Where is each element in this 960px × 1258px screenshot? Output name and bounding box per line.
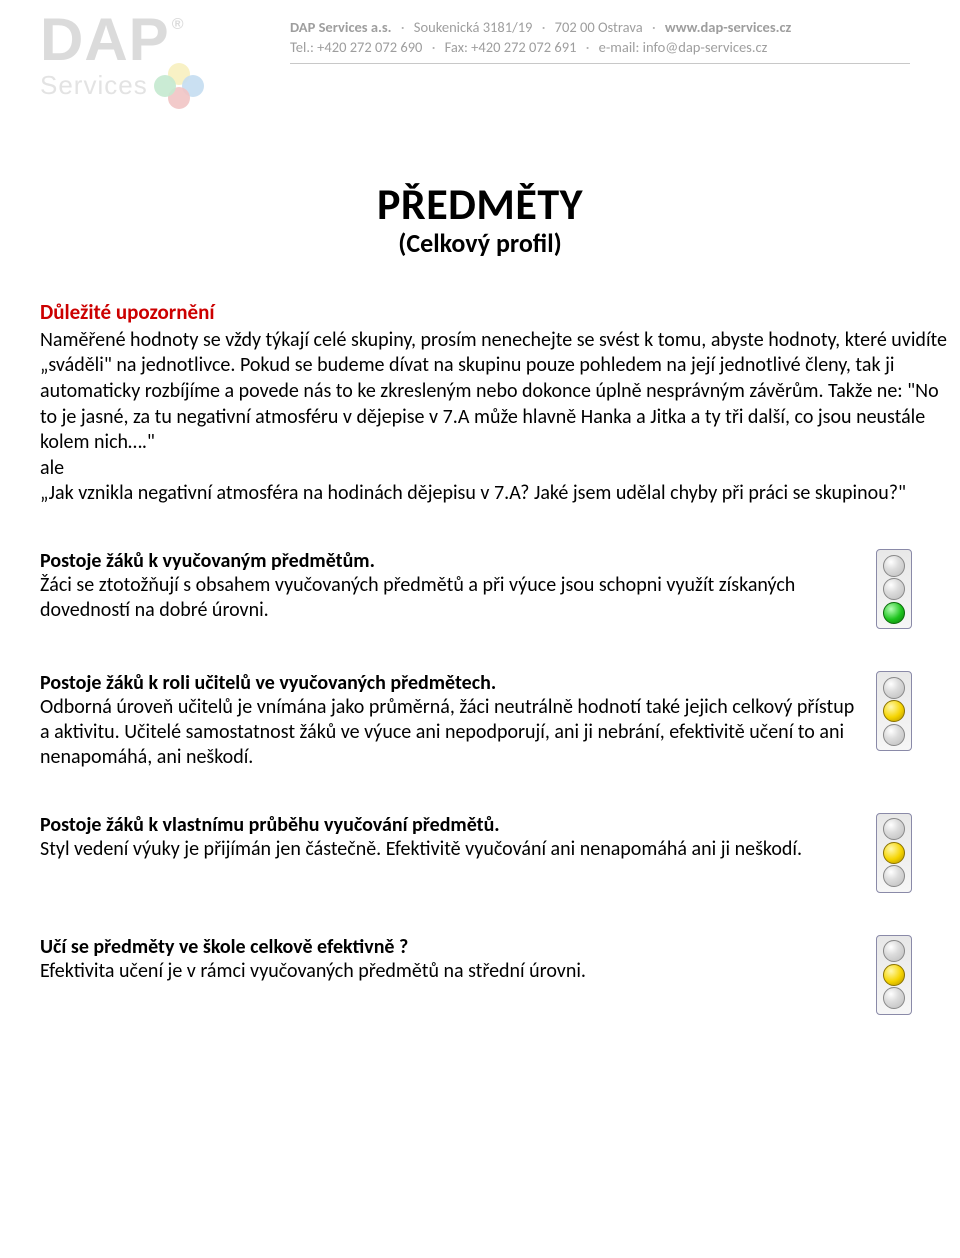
traffic-bulb-green-icon (883, 987, 905, 1009)
section-heading: Postoje žáků k roli učitelů ve vyučovaný… (40, 671, 860, 695)
section-text: Postoje žáků k roli učitelů ve vyučovaný… (40, 671, 860, 771)
header-divider (290, 63, 910, 64)
company-web: www.dap-services.cz (665, 18, 791, 36)
separator-icon: · (580, 38, 596, 56)
traffic-bulb-green-icon (883, 602, 905, 624)
section-body: Efektivita učení je v rámci vyučovaných … (40, 959, 860, 984)
separator-icon: · (536, 18, 552, 36)
email-value: info@dap-services.cz (643, 38, 768, 56)
traffic-bulb-red-icon (883, 677, 905, 699)
company-line-2: Tel.: +420 272 072 690 · Fax: +420 272 0… (290, 38, 960, 58)
section-text: Učí se předměty ve škole celkově efektiv… (40, 935, 860, 984)
separator-icon: · (395, 18, 411, 36)
traffic-bulb-green-icon (883, 724, 905, 746)
traffic-bulb-yellow-icon (883, 700, 905, 722)
warning-body: Naměřené hodnoty se vždy týkají celé sku… (40, 328, 960, 456)
section-body: Styl vedení výuky je přijímán jen částeč… (40, 837, 860, 862)
separator-icon: · (426, 38, 442, 56)
logo-sub-text: Services (40, 70, 148, 101)
logo-main: DAP® (40, 14, 270, 65)
section-heading: Učí se předměty ve škole celkově efektiv… (40, 935, 860, 959)
page-subtitle: (Celkový profil) (0, 227, 960, 259)
traffic-bulb-yellow-icon (883, 964, 905, 986)
section-heading: Postoje žáků k vlastnímu průběhu vyučová… (40, 813, 860, 837)
company-address: Soukenická 3181/19 (414, 18, 533, 36)
warning-block: Důležité upozornění Naměřené hodnoty se … (40, 299, 960, 507)
page-header: DAP® Services DAP Services a.s. · Souken… (40, 10, 960, 107)
tel-value: +420 272 072 690 (317, 38, 422, 56)
section-text: Postoje žáků k vlastnímu průběhu vyučová… (40, 813, 860, 862)
company-name: DAP Services a.s. (290, 18, 392, 36)
traffic-light-icon (876, 813, 912, 893)
logo-registered: ® (172, 16, 185, 33)
traffic-bulb-red-icon (883, 555, 905, 577)
separator-icon: · (646, 18, 662, 36)
tel-label: Tel.: (290, 38, 314, 56)
section-body: Žáci se ztotožňují s obsahem vyučovaných… (40, 573, 860, 623)
logo: DAP® Services (40, 10, 270, 107)
logo-main-text: DAP (40, 6, 170, 73)
fax-label: Fax: (445, 38, 468, 56)
section-text: Postoje žáků k vyučovaným předmětům.Žáci… (40, 549, 860, 623)
traffic-light-icon (876, 549, 912, 629)
sections-container: Postoje žáků k vyučovaným předmětům.Žáci… (40, 549, 960, 1015)
petal-icon (154, 75, 176, 97)
traffic-light-icon (876, 671, 912, 751)
traffic-bulb-green-icon (883, 865, 905, 887)
warning-ale: ale (40, 456, 960, 482)
company-info: DAP Services a.s. · Soukenická 3181/19 ·… (290, 10, 960, 64)
traffic-light-icon (876, 935, 912, 1015)
section: Postoje žáků k roli učitelů ve vyučovaný… (40, 671, 960, 771)
section: Postoje žáků k vlastnímu průběhu vyučová… (40, 813, 960, 893)
section-heading: Postoje žáků k vyučovaným předmětům. (40, 549, 860, 573)
page-title: PŘEDMĚTY (0, 177, 960, 231)
traffic-bulb-red-icon (883, 818, 905, 840)
warning-heading: Důležité upozornění (40, 299, 960, 326)
fax-value: +420 272 072 691 (471, 38, 576, 56)
section: Postoje žáků k vyučovaným předmětům.Žáci… (40, 549, 960, 629)
section-body: Odborná úroveň učitelů je vnímána jako p… (40, 695, 860, 771)
section: Učí se předměty ve škole celkově efektiv… (40, 935, 960, 1015)
traffic-bulb-yellow-icon (883, 842, 905, 864)
title-block: PŘEDMĚTY (Celkový profil) (0, 177, 960, 259)
email-label: e-mail: (599, 38, 640, 56)
warning-body-2: „Jak vznikla negativní atmosféra na hodi… (40, 481, 960, 507)
traffic-bulb-red-icon (883, 940, 905, 962)
logo-petals-icon (154, 63, 204, 107)
traffic-bulb-yellow-icon (883, 578, 905, 600)
company-line-1: DAP Services a.s. · Soukenická 3181/19 ·… (290, 18, 960, 38)
company-city: 702 00 Ostrava (555, 18, 643, 36)
